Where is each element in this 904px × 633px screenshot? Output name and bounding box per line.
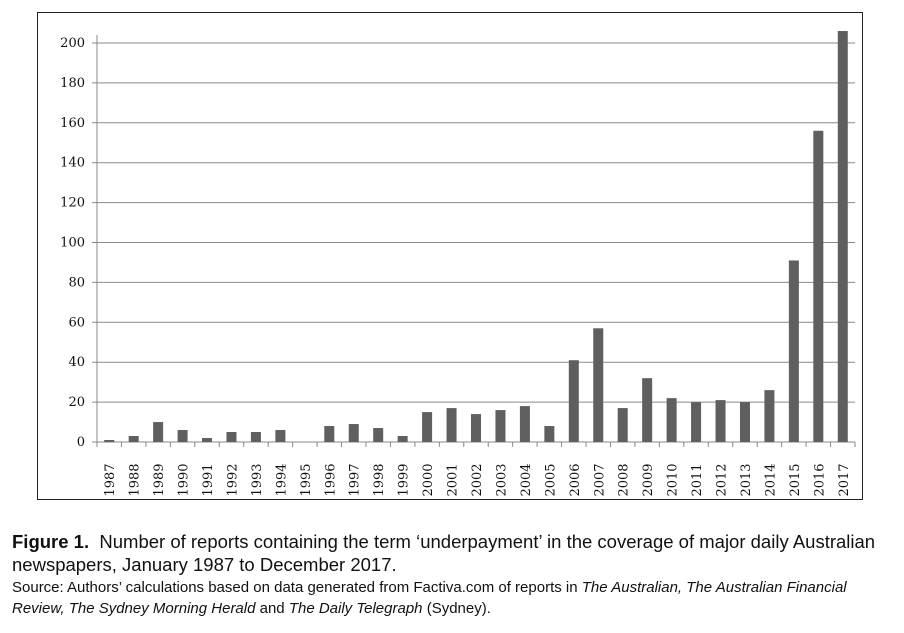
chart-frame — [37, 12, 863, 500]
bar-chart: 0 20 40 60 80 100 120 140 160 180 200 1987 1988 1989 1… — [60, 31, 856, 497]
bar-2005 — [544, 426, 555, 442]
bar-2014 — [764, 390, 775, 442]
bar-2016 — [813, 130, 824, 442]
x-tick-label: 1999 — [397, 463, 412, 496]
x-tick-label: 2012 — [715, 463, 730, 496]
figure-caption: Figure 1. Number of reports containing t… — [12, 530, 892, 619]
x-tick-label: 1994 — [274, 463, 289, 496]
y-tick-label: 100 — [60, 236, 85, 251]
bar-2010 — [666, 398, 677, 442]
bar-2015 — [788, 260, 799, 442]
x-tick-label: 1997 — [348, 463, 363, 496]
caption-title: Figure 1. Number of reports containing t… — [12, 530, 892, 576]
x-tick-label: 1991 — [201, 463, 216, 496]
bar-1991 — [202, 438, 213, 442]
x-tick-label: 2016 — [812, 463, 827, 496]
bar-1999 — [397, 436, 408, 442]
x-tick-label: 1995 — [299, 463, 314, 496]
x-tick-label: 2015 — [788, 463, 803, 496]
x-tick-label: 2002 — [470, 463, 485, 496]
x-tick-label: 2017 — [837, 463, 852, 496]
bar-2006 — [568, 360, 579, 442]
y-tick-label: 160 — [60, 116, 85, 131]
bar-1994 — [275, 430, 286, 442]
x-tick-label: 1996 — [323, 463, 338, 496]
x-tick-label: 2006 — [568, 463, 583, 496]
bar-2000 — [422, 412, 433, 442]
x-tick-label: 2004 — [519, 463, 534, 496]
y-tick-label: 40 — [68, 355, 85, 370]
bar-1993 — [250, 432, 261, 442]
caption-source: Source: Authors’ calculations based on d… — [12, 577, 892, 619]
y-tick-label: 200 — [60, 36, 85, 51]
x-tick-label: 2001 — [446, 463, 461, 496]
y-tick-label: 180 — [60, 76, 85, 91]
x-tick-label: 2010 — [666, 463, 681, 496]
bar-2007 — [593, 328, 604, 442]
bar-1996 — [324, 426, 335, 442]
source-and: and — [255, 600, 289, 617]
x-tick-label: 2014 — [763, 463, 778, 496]
bar-2001 — [446, 408, 457, 442]
bar-1997 — [348, 424, 359, 442]
x-tick-label: 1988 — [128, 463, 143, 496]
x-tick-label: 2003 — [494, 463, 509, 496]
source-suffix: (Sydney). — [422, 600, 491, 617]
x-tick-label: 1993 — [250, 463, 265, 496]
x-tick-label: 1990 — [177, 463, 192, 496]
y-tick-label: 120 — [60, 196, 85, 211]
bar-1987 — [104, 440, 115, 442]
caption-text: Number of reports containing the term ‘u… — [12, 531, 876, 575]
x-tick-label: 2008 — [617, 463, 632, 496]
bar-1989 — [153, 422, 164, 442]
bar-2017 — [837, 31, 848, 443]
source-prefix: Source: Authors’ calculations based on d… — [12, 579, 582, 596]
bar-2012 — [715, 400, 726, 442]
source-newspapers: The Australian, The Australian Financial… — [12, 579, 847, 617]
bar-2008 — [617, 408, 628, 442]
bar-2011 — [691, 402, 702, 442]
x-tick-label: 2009 — [641, 463, 656, 496]
x-tick-label: 1989 — [152, 463, 167, 496]
y-tick-label: 20 — [68, 395, 85, 410]
bar-1998 — [373, 428, 384, 442]
x-tick-label: 2000 — [421, 463, 436, 496]
bar-1990 — [177, 430, 188, 442]
x-tick-label: 2005 — [543, 463, 558, 496]
x-tick-label: 1987 — [103, 463, 118, 496]
x-tick-label: 2011 — [690, 463, 705, 496]
bar-1992 — [226, 432, 237, 442]
y-tick-label: 140 — [60, 156, 85, 171]
bar-2003 — [495, 410, 506, 442]
y-tick-label: 80 — [68, 275, 85, 290]
bar-2002 — [471, 414, 481, 442]
x-tick-label: 2007 — [592, 463, 607, 496]
bar-2013 — [739, 402, 750, 442]
x-tick-label: 1998 — [372, 463, 387, 496]
y-tick-label: 60 — [68, 315, 85, 330]
source-telegraph: The Daily Telegraph — [288, 600, 423, 617]
y-tick-label: 0 — [77, 435, 85, 450]
figure-label: Figure 1. — [12, 531, 90, 552]
bar-1988 — [128, 436, 139, 442]
bar-2009 — [642, 378, 653, 442]
x-tick-label: 1992 — [225, 463, 240, 496]
x-tick-label: 2013 — [739, 463, 754, 496]
bar-2004 — [519, 406, 530, 442]
